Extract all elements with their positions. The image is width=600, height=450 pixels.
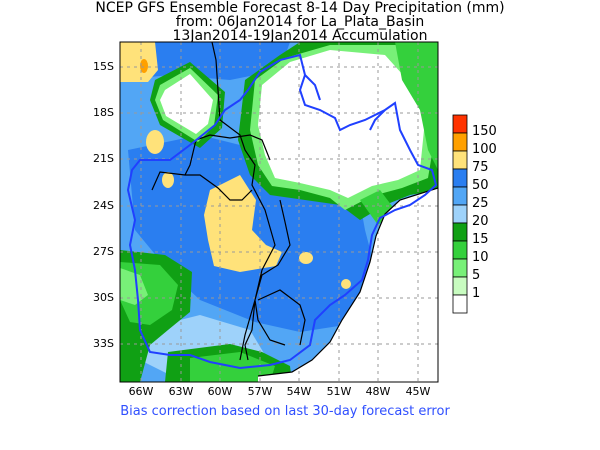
precip-green-patches-ne — [360, 42, 438, 225]
precip-75-100-region — [120, 42, 282, 272]
legend-label: 5 — [472, 268, 481, 283]
legend-label: 25 — [472, 196, 489, 211]
legend-label: 20 — [472, 214, 489, 229]
lon-tick-label: 54W — [286, 385, 312, 398]
precip-75-patch — [341, 279, 351, 289]
lat-tick-label: 33S — [93, 337, 114, 350]
color-legend — [452, 114, 468, 314]
legend-label: 100 — [472, 142, 497, 157]
lon-tick-label: 60W — [207, 385, 233, 398]
legend-label: 50 — [472, 178, 489, 193]
lon-tick-label: 66W — [128, 385, 154, 398]
legend-swatch — [452, 168, 468, 188]
legend-swatch — [452, 294, 468, 314]
legend-swatch — [452, 186, 468, 206]
map-frame — [119, 41, 439, 383]
graticule — [120, 42, 438, 382]
lat-tick-label: 21S — [93, 152, 114, 165]
legend-swatch — [452, 258, 468, 278]
title-line-1: NCEP GFS Ensemble Forecast 8-14 Day Prec… — [95, 0, 505, 16]
legend-swatch — [452, 222, 468, 242]
legend-label: 150 — [472, 124, 497, 139]
bias-correction-note: Bias correction based on last 30-day for… — [120, 404, 450, 419]
legend-label: 75 — [472, 160, 489, 175]
lat-tick-label: 30S — [93, 291, 114, 304]
title-line-3: 13Jan2014-19Jan2014 Accumulation — [172, 28, 428, 44]
lat-tick-label: 27S — [93, 245, 114, 258]
ocean-no-data — [258, 188, 438, 382]
lon-tick-label: 48W — [365, 385, 391, 398]
legend-label: 1 — [472, 286, 481, 301]
lon-tick-label: 51W — [326, 385, 352, 398]
lon-tick-label: 57W — [247, 385, 273, 398]
country-borders — [151, 42, 438, 377]
precip-below-1-north — [160, 50, 425, 198]
lat-tick-label: 24S — [93, 199, 114, 212]
legend-swatch — [452, 150, 468, 170]
legend-swatch — [452, 240, 468, 260]
precip-mid-green-southwest — [120, 262, 275, 382]
lon-tick-label: 45W — [405, 385, 431, 398]
legend-swatch — [452, 114, 468, 134]
lat-tick-label: 15S — [93, 60, 114, 73]
la-plata-basin-boundary — [126, 53, 438, 370]
legend-swatch — [452, 204, 468, 224]
legend-label: 15 — [472, 232, 489, 247]
lon-tick-label: 63W — [168, 385, 194, 398]
precip-75-patch — [162, 172, 174, 188]
legend-label: 10 — [472, 250, 489, 265]
precip-75-patch — [299, 252, 313, 264]
title-line-2: from: 06Jan2014 for La_Plata_Basin — [175, 14, 425, 30]
lat-tick-label: 18S — [93, 106, 114, 119]
legend-swatch — [452, 132, 468, 152]
legend-swatch — [452, 276, 468, 296]
precip-100-150-patch — [140, 59, 148, 73]
precip-50-75-region — [120, 42, 378, 332]
precip-75-patch — [146, 130, 164, 154]
